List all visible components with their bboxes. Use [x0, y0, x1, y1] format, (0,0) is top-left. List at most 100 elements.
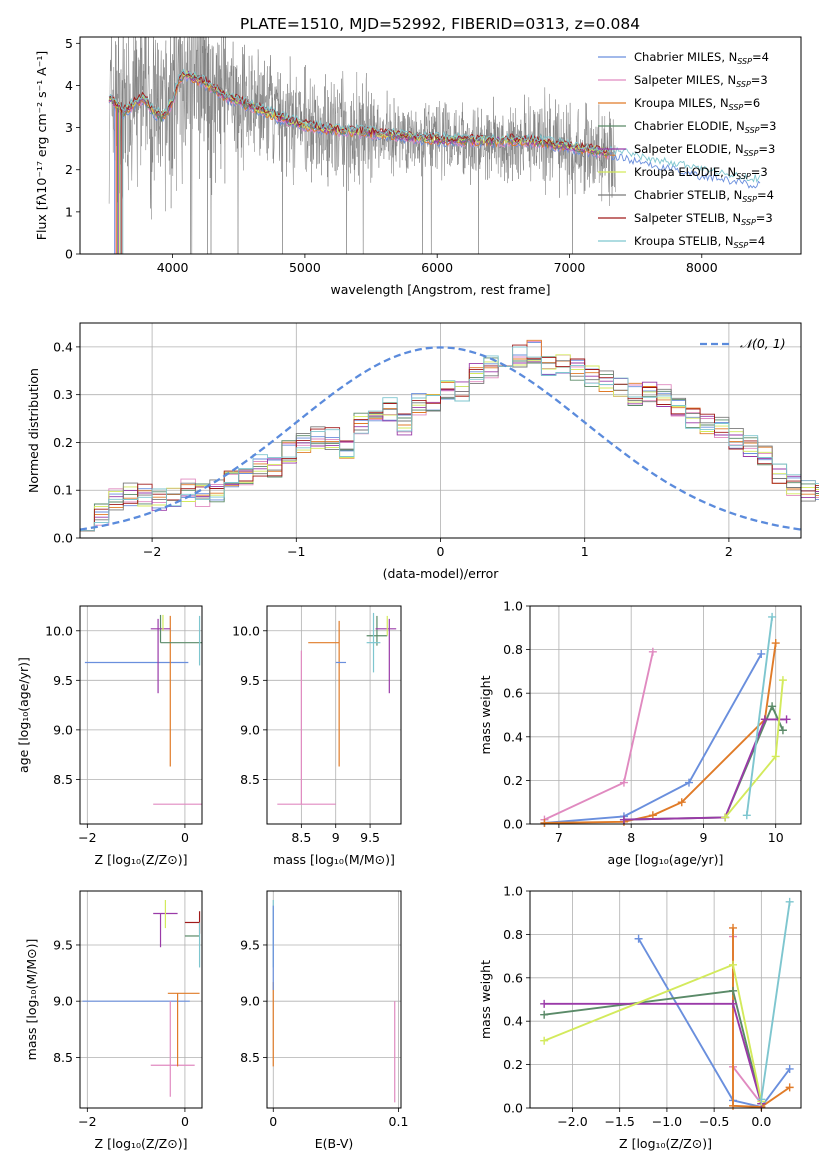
legend-suffix: =3	[760, 119, 777, 133]
series-line-chabrier_miles	[637, 938, 791, 1108]
y-tick-label: 4	[65, 78, 73, 93]
x-axis-label: age [log₁₀(age/yr)]	[608, 852, 724, 867]
series-line-salpeter_elodie	[544, 1002, 763, 1104]
x-tick-label: 0	[181, 830, 189, 845]
histogram-salpeter_stelib	[79, 344, 819, 538]
series-marker	[729, 999, 738, 1008]
series-line-kroupa_stelib	[745, 616, 774, 816]
series-marker	[785, 897, 794, 906]
legend-entry: Kroupa MILES, NSSP=6	[634, 96, 760, 112]
series-marker	[729, 960, 738, 969]
panel-spectrum: 4000 5000 6000 7000 8000 0 1 2 3 4 5 wavelength [An…	[34, 36, 802, 297]
legend-entry: Chabrier STELIB, NSSP=4	[634, 188, 774, 204]
x-tick-label: 6000	[421, 260, 453, 275]
y-tick-label: 0.2	[503, 773, 523, 788]
errorbars	[277, 612, 397, 805]
y-axis-label: Flux [fλ10⁻¹⁷ erg cm⁻² s⁻¹ A⁻¹]	[34, 51, 49, 240]
errorbars	[84, 614, 202, 805]
legend-suffix: =6	[743, 96, 760, 110]
legend-sub: SSP	[736, 172, 751, 181]
legend-sub: SSP	[742, 195, 757, 204]
series-marker	[540, 999, 549, 1008]
model-kroupa_elodie	[108, 69, 610, 156]
series-marker	[785, 1083, 794, 1092]
y-tick-label: 0.8	[503, 927, 523, 942]
legend-suffix: =3	[756, 211, 773, 225]
legend-text: Salpeter STELIB, N	[634, 211, 741, 225]
y-tick-label: 0.6	[503, 970, 523, 985]
series-line-kroupa_miles	[544, 642, 777, 824]
x-tick-label: 8	[627, 830, 635, 845]
axes-frame	[529, 890, 802, 1109]
series-marker	[540, 1036, 549, 1045]
series-marker	[778, 676, 787, 685]
y-tick-label: 9.0	[240, 722, 260, 737]
y-tick-label: 8.5	[240, 1050, 260, 1065]
histogram-chabrier_elodie	[79, 356, 819, 538]
x-tick-label: 0	[437, 544, 445, 559]
gridlines	[80, 891, 202, 1108]
series-marker	[757, 649, 766, 658]
series-marker	[760, 715, 769, 724]
y-tick-label: 0.0	[503, 1101, 523, 1116]
y-axis-label: mass weight	[478, 675, 493, 754]
legend-sub: SSP	[734, 241, 749, 250]
panel-massweight-vs-age: 7 8 9 10 0.0 0.2 0.4 0.6 0.8 1.0 age [log₁₀(age/yr…	[478, 599, 802, 867]
gridlines	[80, 323, 801, 539]
x-tick-label: 7	[555, 830, 563, 845]
y-axis-label: mass [log₁₀(M/M⊙)]	[24, 939, 39, 1061]
legend-entry: Chabrier MILES, NSSP=4	[634, 50, 769, 66]
series-marker	[684, 778, 693, 787]
axes-frame	[79, 890, 203, 1109]
y-axis-label: age [log₁₀(age/yr)]	[16, 657, 31, 773]
x-tick-label: −2	[78, 1114, 96, 1129]
series-marker	[729, 986, 738, 995]
legend-text: Chabrier STELIB, N	[634, 188, 742, 202]
y-tick-label: 2	[65, 162, 73, 177]
legend-entry: Salpeter ELODIE, NSSP=3	[634, 142, 775, 158]
y-tick-label: 0.1	[53, 483, 73, 498]
y-tick-label: 0.2	[503, 1057, 523, 1072]
x-tick-label: −2	[143, 544, 161, 559]
legend-sub: SSP	[741, 218, 756, 227]
legend-text: Salpeter ELODIE, N	[634, 142, 744, 156]
series-marker	[782, 715, 791, 724]
y-tick-label: 8.5	[240, 772, 260, 787]
y-tick-label: 1.0	[503, 599, 523, 614]
legend-sub: SSP	[744, 149, 759, 158]
legend-suffix: =3	[751, 165, 768, 179]
y-tick-label: 9.5	[53, 673, 73, 688]
y-tick-label: 0.4	[53, 339, 73, 354]
y-tick-label: 8.5	[53, 772, 73, 787]
legend-text: Chabrier ELODIE, N	[634, 119, 745, 133]
x-tick-label: 10	[768, 830, 784, 845]
y-tick-label: 1.0	[503, 884, 523, 899]
series-line-kroupa_stelib	[760, 901, 791, 1100]
series-marker	[768, 612, 777, 621]
legend: Chabrier MILES, NSSP=4 Salpeter MILES, NS…	[598, 50, 776, 250]
series-marker	[785, 1064, 794, 1073]
series-line-salpeter_elodie	[623, 718, 787, 821]
series-marker	[768, 702, 777, 711]
y-tick-label: 9.0	[53, 722, 73, 737]
panel-age-vs-Z: −2 0 8.5 9.0 9.5 10.0 Z [log₁₀(Z/Z⊙)] age [log₁…	[16, 605, 203, 867]
legend-sub: SSP	[737, 57, 752, 66]
x-tick-label: 8000	[686, 260, 718, 275]
y-tick-label: 0.0	[53, 531, 73, 546]
x-tick-label: −0.5	[699, 1114, 729, 1129]
y-tick-label: 10.0	[232, 623, 260, 638]
histogram-salpeter_elodie	[79, 361, 819, 538]
series-marker	[778, 726, 787, 735]
legend-entry: Salpeter MILES, NSSP=3	[634, 73, 768, 89]
y-tick-label: 0.6	[503, 686, 523, 701]
y-tick-label: 5	[65, 36, 73, 51]
histogram-chabrier_miles	[79, 342, 819, 538]
y-axis-label: mass weight	[478, 960, 493, 1039]
series-line-kroupa_elodie	[543, 963, 763, 1102]
y-tick-label: 9.5	[53, 937, 73, 952]
y-tick-label: 10.0	[45, 623, 73, 638]
x-axis-label: wavelength [Angstrom, rest frame]	[330, 282, 550, 297]
y-tick-label: 0.8	[503, 642, 523, 657]
y-axis-label: Normed distribution	[26, 368, 41, 493]
spectrum-data	[108, 37, 761, 254]
